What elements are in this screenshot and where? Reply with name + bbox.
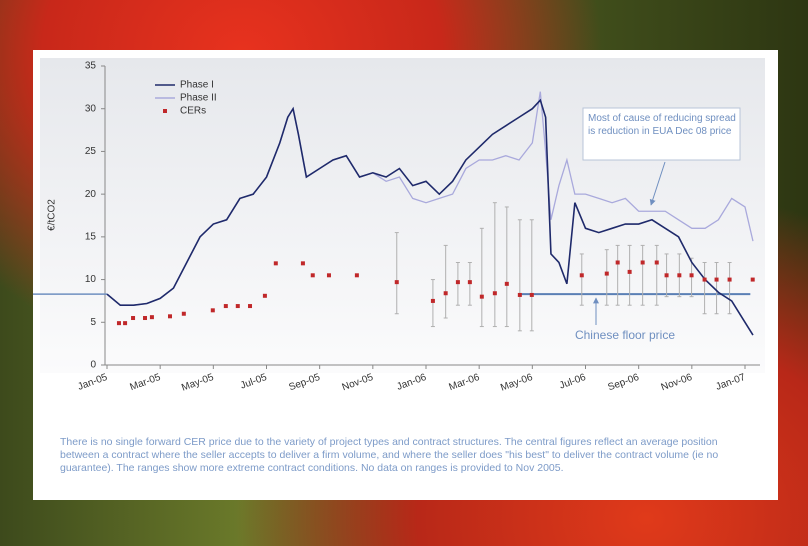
floor-label: Chinese floor price xyxy=(575,328,675,342)
cer-point xyxy=(492,291,497,296)
cer-point xyxy=(627,269,632,274)
cer-point xyxy=(262,293,267,298)
cer-point xyxy=(116,321,121,326)
cer-point xyxy=(168,314,173,319)
cer-point xyxy=(223,304,228,309)
annotation-arrow xyxy=(649,161,666,206)
cer-point xyxy=(615,260,620,265)
cer-point xyxy=(354,273,359,278)
y-tick-label: 10 xyxy=(85,274,97,285)
x-tick-label: Jul-06 xyxy=(558,372,588,392)
legend-swatch xyxy=(163,109,167,113)
cer-point xyxy=(430,298,435,303)
cer-point xyxy=(149,315,154,320)
x-tick-label: Mar-06 xyxy=(448,372,482,393)
footnote: There is no single forward CER price due… xyxy=(60,436,719,474)
legend-label: Phase I xyxy=(180,80,214,91)
cer-point xyxy=(654,260,659,265)
cer-point xyxy=(664,273,669,278)
cer-point xyxy=(467,280,472,285)
cer-point xyxy=(479,294,484,299)
cer-point xyxy=(181,311,186,316)
cer-point xyxy=(326,273,331,278)
cer-point xyxy=(143,316,148,321)
cer-point xyxy=(750,277,755,282)
annotation: Most of cause of reducing spread is redu… xyxy=(588,113,736,137)
cer-point xyxy=(394,280,399,285)
y-tick-label: 20 xyxy=(85,189,97,200)
cer-point xyxy=(443,291,448,296)
cer-point xyxy=(455,280,460,285)
cer-point xyxy=(677,273,682,278)
x-tick-label: May-05 xyxy=(180,372,216,394)
y-tick-label: 35 xyxy=(85,61,97,72)
cer-point xyxy=(689,273,694,278)
legend-label: Phase II xyxy=(180,93,217,104)
cer-point xyxy=(517,292,522,297)
plot-background xyxy=(40,58,765,373)
y-tick-label: 15 xyxy=(85,231,97,242)
cer-point xyxy=(714,277,719,282)
x-tick-label: Jul-05 xyxy=(239,372,269,392)
x-tick-label: Sep-05 xyxy=(288,372,322,394)
cer-point xyxy=(210,308,215,313)
x-tick-label: Jan-07 xyxy=(714,372,747,393)
y-tick-label: 0 xyxy=(90,360,96,371)
cer-point xyxy=(131,316,136,321)
legend-label: CERs xyxy=(180,106,206,117)
cer-point xyxy=(529,292,534,297)
cer-point xyxy=(273,261,278,266)
cer-point xyxy=(702,277,707,282)
y-axis-label: €/tCO2 xyxy=(47,199,58,231)
cer-point xyxy=(640,260,645,265)
cer-point xyxy=(579,273,584,278)
cer-point xyxy=(300,261,305,266)
cer-point xyxy=(235,304,240,309)
cer-point xyxy=(310,273,315,278)
x-tick-label: Sep-06 xyxy=(607,372,641,394)
y-tick-label: 25 xyxy=(85,146,97,157)
x-tick-label: Nov-05 xyxy=(341,372,375,394)
x-tick-label: Jan-05 xyxy=(76,372,109,393)
x-tick-label: Jan-06 xyxy=(395,372,428,393)
cer-point xyxy=(248,304,253,309)
y-tick-label: 5 xyxy=(90,317,96,328)
x-tick-label: May-06 xyxy=(499,372,535,394)
cer-point xyxy=(604,271,609,276)
y-tick-label: 30 xyxy=(85,103,97,114)
line-series xyxy=(106,98,754,336)
x-tick-label: Nov-06 xyxy=(660,372,694,394)
annotation-box xyxy=(582,107,741,161)
cer-point xyxy=(123,321,128,326)
x-tick-label: Mar-05 xyxy=(129,372,163,393)
cer-point xyxy=(727,277,732,282)
cer-point xyxy=(504,281,509,286)
